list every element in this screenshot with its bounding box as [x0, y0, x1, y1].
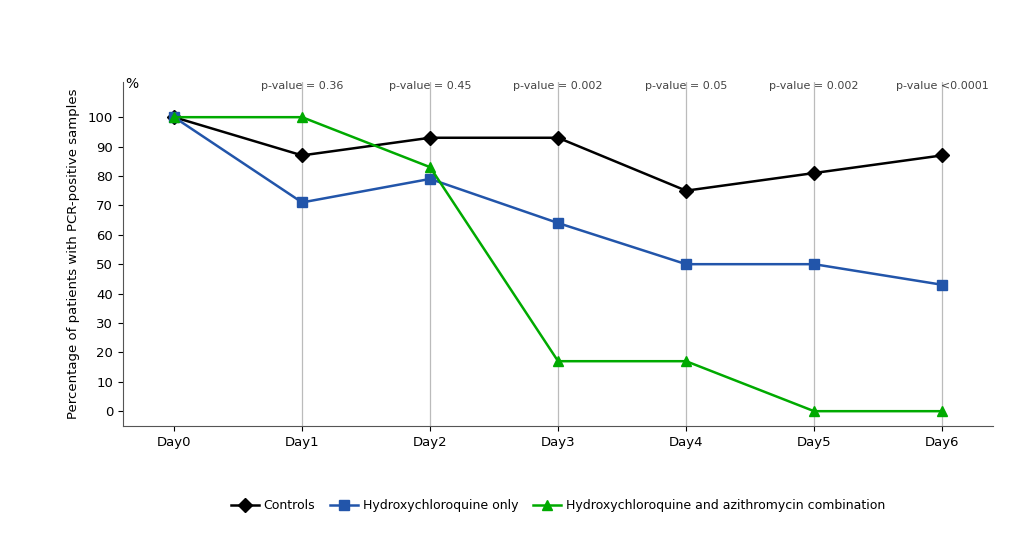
Text: p-value = 0.45: p-value = 0.45	[389, 81, 471, 91]
Text: p-value = 0.05: p-value = 0.05	[645, 81, 727, 91]
Text: p-value = 0.36: p-value = 0.36	[261, 81, 343, 91]
Text: p-value = 0.002: p-value = 0.002	[769, 81, 859, 91]
Legend: Controls, Hydroxychloroquine only, Hydroxychloroquine and azithromycin combinati: Controls, Hydroxychloroquine only, Hydro…	[226, 494, 890, 517]
Text: p-value <0.0001: p-value <0.0001	[896, 81, 988, 91]
Y-axis label: Percentage of patients with PCR-positive samples: Percentage of patients with PCR-positive…	[67, 88, 80, 419]
Text: %: %	[125, 77, 138, 91]
Text: p-value = 0.002: p-value = 0.002	[513, 81, 603, 91]
